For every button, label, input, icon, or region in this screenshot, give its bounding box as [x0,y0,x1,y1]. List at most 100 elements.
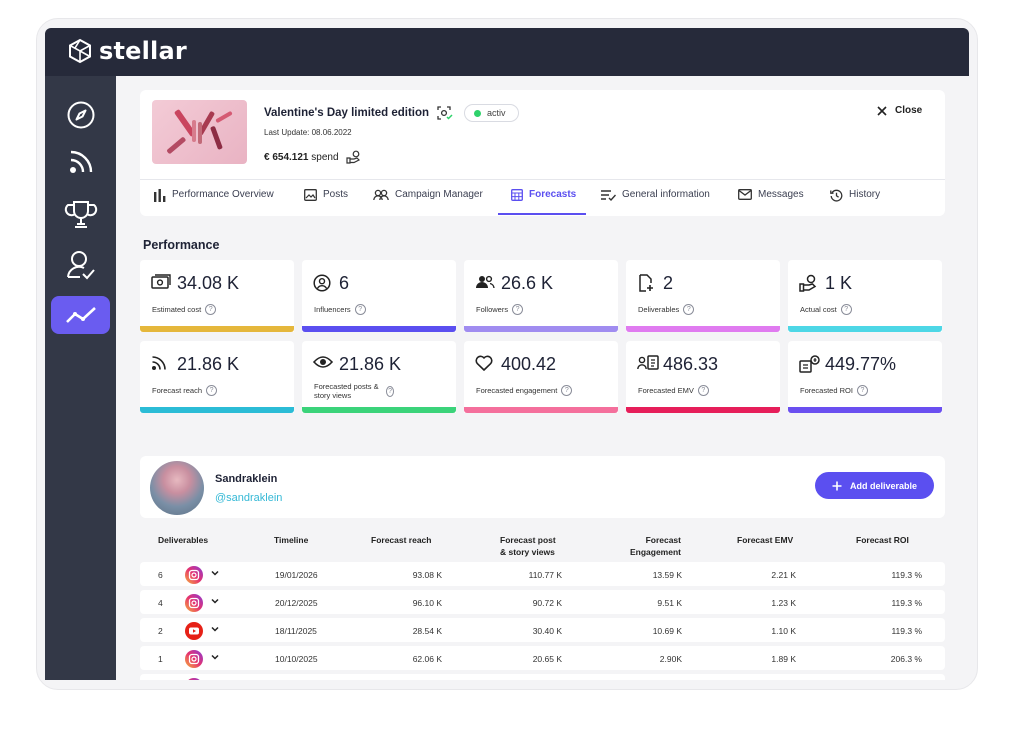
help-icon[interactable]: ? [206,385,218,396]
kpi-label-text: Estimated cost [152,305,202,314]
table-row[interactable]: 4 20/12/2025 96.10 K 90.72 K 9.51 K 1.23… [140,590,945,614]
kpi-deliverables: 2 Deliverables? [626,260,780,332]
kpi-color-bar [140,326,294,332]
deliverable-count: 1 [158,654,163,664]
kpi-color-bar [464,326,618,332]
help-icon[interactable]: ? [205,304,217,315]
logo[interactable]: stellar [67,37,187,65]
close-button[interactable]: Close [877,105,922,116]
kpi-label: Forecasted posts & story views? [314,382,394,400]
eye-icon [313,356,333,368]
youtube-icon [185,622,203,640]
history-icon [830,189,843,202]
cell-timeline: 10/10/2025 [275,654,318,664]
tab-posts[interactable]: Posts [304,189,354,215]
deliverable-count: 4 [158,598,163,608]
close-icon [877,105,887,116]
compass-icon [67,101,94,129]
sidebar-item-influencers[interactable] [51,246,110,284]
chevron-down-icon[interactable] [210,596,220,606]
scan-check-icon[interactable] [437,106,453,120]
tab-label: History [849,189,881,200]
tab-general-information[interactable]: General information [601,189,717,215]
image-icon [304,189,317,201]
kpi-label: Influencers? [314,304,366,315]
kpi-label: Forecasted engagement? [476,385,573,396]
sidebar-item-feeds[interactable] [51,143,110,181]
tab-campaign-manager[interactable]: Campaign Manager [373,189,489,215]
kpi-color-bar [140,407,294,413]
kpi-label: Followers? [476,304,524,315]
people-icon [373,189,389,201]
rss-icon [152,356,166,370]
kpi-color-bar [302,326,456,332]
sidebar-item-discover[interactable] [51,96,110,134]
kpi-label: Deliverables? [638,304,695,315]
kpi-value: 449.77% [825,354,897,374]
col-header-forecast-views[interactable]: Forecast post & story views [500,535,556,557]
table-row-partial [140,674,945,680]
avatar[interactable] [150,461,204,515]
cell-views: 20.65 K [532,654,562,664]
list-check-icon [601,190,616,201]
kpi-label-text: Forecasted EMV [638,386,694,395]
help-icon[interactable]: ? [683,304,695,315]
chevron-down-icon[interactable] [210,568,220,578]
tab-history[interactable]: History [830,189,890,215]
top-bar: stellar [45,28,969,76]
help-icon[interactable]: ? [856,385,868,396]
cell-emv: 1.10 K [771,626,796,636]
table-row[interactable]: 6 19/01/2026 93.08 K 110.77 K 13.59 K 2.… [140,562,945,586]
kpi-value: 34.08 K [177,273,240,293]
chevron-down-icon[interactable] [210,624,220,634]
col-header-forecast-roi[interactable]: Forecast ROI [856,535,909,545]
col-header-timeline[interactable]: Timeline [274,535,309,545]
tab-label: Posts [323,189,349,200]
kpi-color-bar [788,407,942,413]
influencer-handle[interactable]: @sandraklein [215,492,283,504]
kpi-forecasted-emv: 486.33 Forecasted EMV? [626,341,780,413]
help-icon[interactable]: ? [561,385,573,396]
col-header-forecast-engagement[interactable]: Forecast Engagement [629,535,681,557]
help-icon[interactable]: ? [386,385,394,397]
cell-roi: 206.3 % [890,654,922,664]
file-add-icon [639,274,653,292]
sidebar-item-campaigns[interactable] [51,196,110,234]
kpi-label-text: Actual cost [800,305,837,314]
heart-icon [475,355,493,371]
app-name: stellar [99,37,187,65]
help-icon[interactable]: ? [354,304,366,315]
kpi-label: Forecasted EMV? [638,385,709,396]
table-row[interactable]: 1 10/10/2025 62.06 K 20.65 K 2.90K 1.89 … [140,646,945,670]
kpi-label: Actual cost? [800,304,852,315]
sidebar-item-analytics[interactable] [51,296,110,334]
help-icon[interactable]: ? [840,304,852,315]
tab-forecasts[interactable]: Forecasts [498,189,586,215]
kpi-label-text: Forecast reach [152,386,203,395]
plus-icon [832,481,842,490]
cell-emv: 1.89 K [771,654,796,664]
calendar-table-icon [511,189,523,201]
col-header-deliverables[interactable]: Deliverables [158,535,209,545]
col-header-forecast-reach[interactable]: Forecast reach [371,535,432,545]
kpi-value: 21.86 K [177,354,240,374]
tab-messages[interactable]: Messages [738,189,808,215]
kpi-label-text: Influencers [314,305,351,314]
spend-label: spend [311,152,339,163]
kpi-label-text: Forecasted posts & story views [314,382,379,400]
help-icon[interactable]: ? [697,385,709,396]
user-circle-icon [313,274,331,292]
col-header-forecast-emv[interactable]: Forecast EMV [737,535,794,545]
last-update: Last Update: 08.06.2022 [264,128,352,137]
status-badge[interactable]: activ [464,104,519,122]
tab-performance-overview[interactable]: Performance Overview [154,189,282,215]
kpi-forecasted-engagement: 400.42 Forecasted engagement? [464,341,618,413]
chevron-down-icon[interactable] [210,652,220,662]
table-row[interactable]: 2 18/11/2025 28.54 K 30.40 K 10.69 K 1.1… [140,618,945,642]
stellar-logo-icon [69,38,91,64]
help-icon[interactable]: ? [512,304,524,315]
money-icon [151,274,171,289]
add-deliverable-button[interactable]: Add deliverable [815,472,934,499]
hand-coin-icon[interactable] [346,150,362,164]
kpi-forecasted-roi: 449.77% Forecasted ROI? [788,341,942,413]
